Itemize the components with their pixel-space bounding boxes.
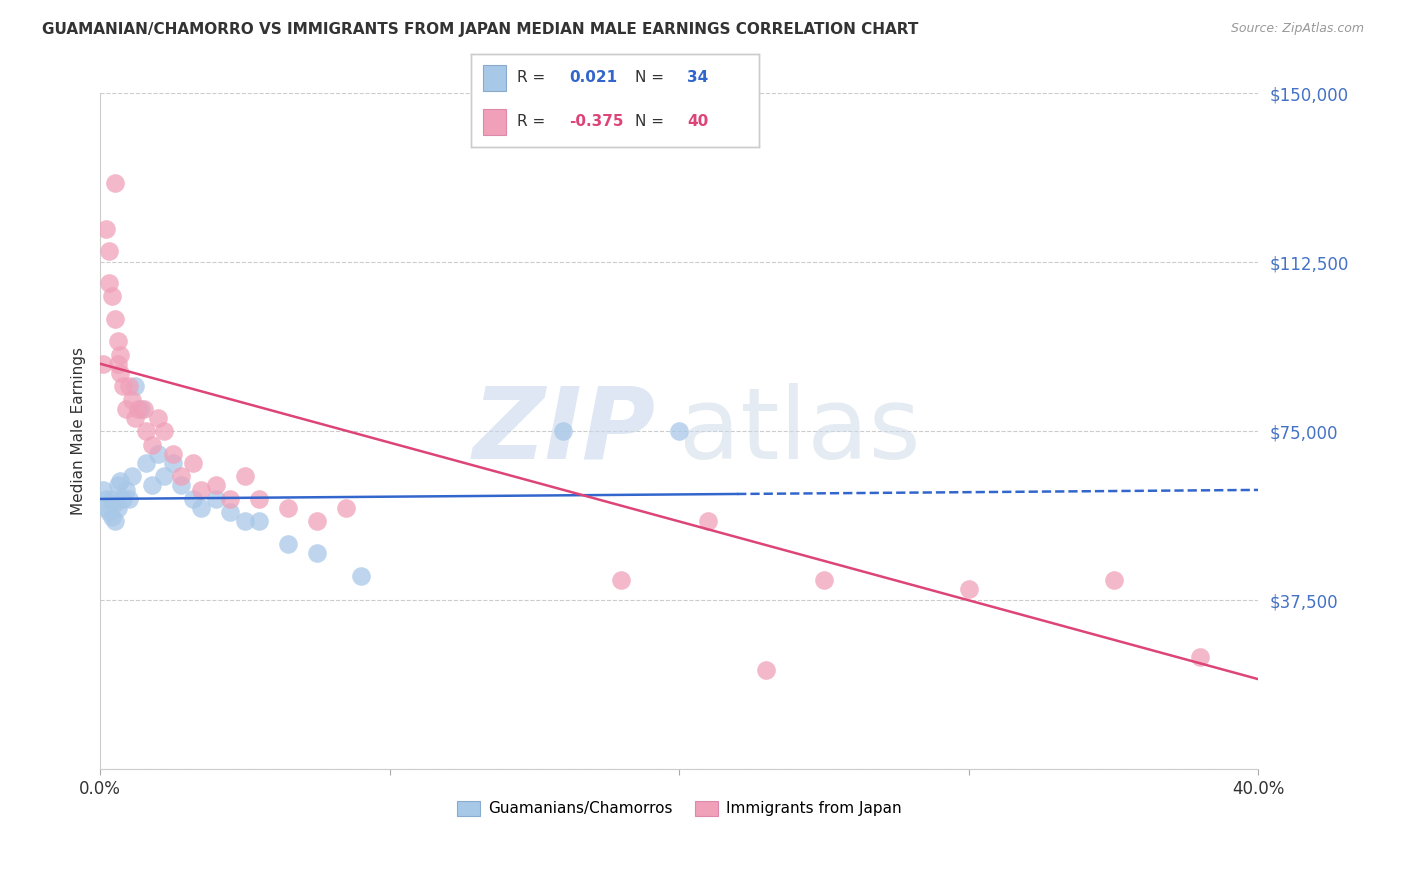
Text: ZIP: ZIP <box>472 383 657 480</box>
Point <box>100 491 122 506</box>
Point <box>124 410 146 425</box>
Point <box>132 401 155 416</box>
Point <box>94 491 117 506</box>
Point <box>1189 649 1212 664</box>
Point <box>112 379 135 393</box>
Point <box>181 456 204 470</box>
Legend: Guamanians/Chamorros, Immigrants from Japan: Guamanians/Chamorros, Immigrants from Ja… <box>451 795 907 822</box>
Text: 34: 34 <box>688 70 709 85</box>
Text: N =: N = <box>636 70 669 85</box>
Point <box>190 500 212 515</box>
Text: atlas: atlas <box>679 383 921 480</box>
Text: R =: R = <box>517 70 550 85</box>
Point <box>135 456 157 470</box>
Point <box>205 491 228 506</box>
Point <box>1102 573 1125 587</box>
Point <box>277 500 299 515</box>
Point <box>127 401 149 416</box>
Point <box>170 469 193 483</box>
Point <box>110 474 132 488</box>
Point <box>129 401 152 416</box>
Point <box>219 491 242 506</box>
Point <box>307 546 329 560</box>
Point <box>141 478 163 492</box>
Y-axis label: Median Male Earnings: Median Male Earnings <box>72 347 86 516</box>
Point <box>668 425 690 439</box>
Point <box>162 447 184 461</box>
Point <box>957 582 980 596</box>
Point <box>219 505 242 519</box>
Point <box>110 366 132 380</box>
Point <box>112 491 135 506</box>
Point <box>247 515 270 529</box>
Point <box>100 289 122 303</box>
Point <box>97 244 120 258</box>
Point <box>107 478 129 492</box>
Point <box>205 478 228 492</box>
Point <box>170 478 193 492</box>
Text: N =: N = <box>636 114 669 129</box>
Point <box>181 491 204 506</box>
Point <box>307 515 329 529</box>
Text: 0.021: 0.021 <box>569 70 617 85</box>
Point <box>135 425 157 439</box>
Point <box>335 500 357 515</box>
Point <box>697 515 720 529</box>
Point <box>118 491 141 506</box>
Point <box>104 311 127 326</box>
Point <box>91 483 114 497</box>
Point <box>107 500 129 515</box>
Point <box>118 379 141 393</box>
Point <box>247 491 270 506</box>
Point <box>100 510 122 524</box>
Point <box>97 276 120 290</box>
Point <box>553 425 575 439</box>
Point <box>813 573 835 587</box>
Point <box>146 410 169 425</box>
Point <box>233 515 256 529</box>
Text: Source: ZipAtlas.com: Source: ZipAtlas.com <box>1230 22 1364 36</box>
Point <box>141 438 163 452</box>
Point <box>94 221 117 235</box>
Point <box>610 573 633 587</box>
Point <box>146 447 169 461</box>
Point <box>277 537 299 551</box>
Point <box>153 469 176 483</box>
Text: GUAMANIAN/CHAMORRO VS IMMIGRANTS FROM JAPAN MEDIAN MALE EARNINGS CORRELATION CHA: GUAMANIAN/CHAMORRO VS IMMIGRANTS FROM JA… <box>42 22 918 37</box>
Point <box>107 334 129 349</box>
Point <box>104 177 127 191</box>
Point <box>115 401 138 416</box>
Point <box>91 357 114 371</box>
Point <box>755 663 778 677</box>
Point <box>94 500 117 515</box>
Point <box>104 515 127 529</box>
Point <box>97 505 120 519</box>
Bar <box>482 65 506 91</box>
Point <box>162 456 184 470</box>
Text: R =: R = <box>517 114 550 129</box>
Bar <box>482 109 506 135</box>
Point <box>110 348 132 362</box>
Text: 40: 40 <box>688 114 709 129</box>
Point <box>121 392 143 407</box>
Point <box>121 469 143 483</box>
Point <box>190 483 212 497</box>
Point <box>233 469 256 483</box>
Point <box>350 568 373 582</box>
Point <box>124 379 146 393</box>
Point <box>115 483 138 497</box>
Text: -0.375: -0.375 <box>569 114 623 129</box>
Point <box>104 496 127 510</box>
Point <box>107 357 129 371</box>
Point <box>153 425 176 439</box>
